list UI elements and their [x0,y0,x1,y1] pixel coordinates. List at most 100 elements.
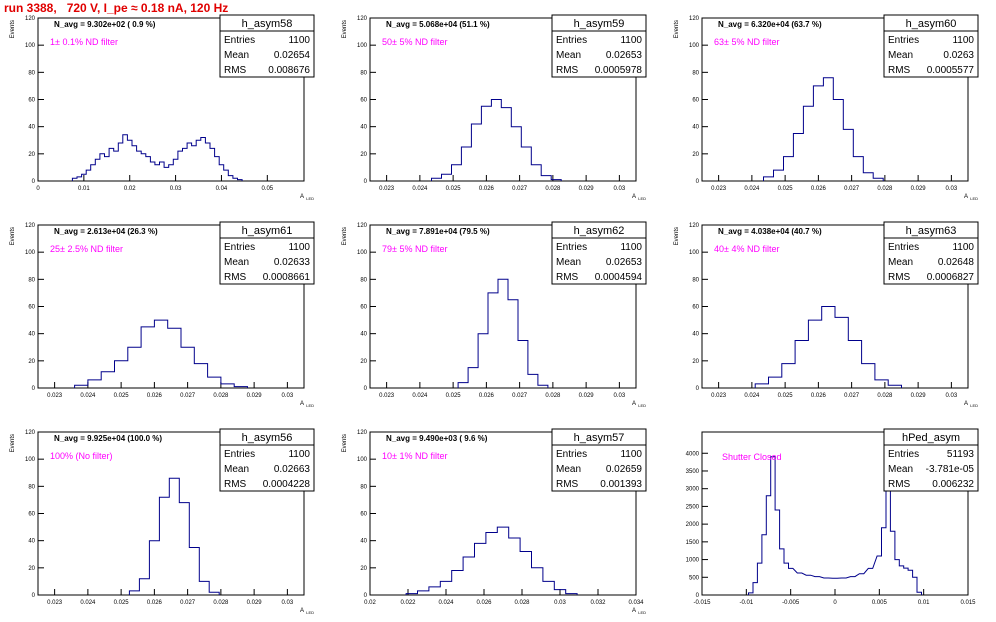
stats-label: Mean [556,257,581,268]
y-tick-label: 120 [357,223,368,229]
y-tick-label: 60 [28,512,35,518]
x-tick-label: 0.034 [628,600,644,606]
stats-box [219,237,315,285]
y-tick-label: 120 [25,430,36,436]
stats-label: Mean [888,464,913,475]
x-axis-label-sub: LED [306,196,314,201]
y-tick-label: 120 [689,16,700,22]
x-tick-label: 0.03 [554,600,566,606]
stats-value: -3.781e-05 [926,464,975,475]
x-tick-label: 0.028 [877,393,893,399]
y-tick-label: 60 [692,305,699,311]
filter-label: 25± 2.5% ND filter [50,244,123,254]
stats-value: 0.0263 [943,50,974,61]
stats-value: 0.02633 [274,257,311,268]
y-tick-label: 0 [32,386,36,392]
y-axis-label: Events [342,227,348,245]
y-tick-label: 40 [360,125,367,131]
y-tick-label: 20 [692,152,699,158]
x-tick-label: 0.03 [170,186,182,192]
stats-label: RMS [888,65,911,76]
stats-value: 0.02659 [606,464,643,475]
stats-value: 0.008676 [268,65,310,76]
filter-label: 100% (No filter) [50,451,113,461]
y-tick-label: 100 [689,43,700,49]
x-tick-label: 0.026 [476,600,492,606]
x-tick-label: 0.025 [446,393,462,399]
x-tick-label: 0.025 [114,600,130,606]
y-tick-label: 60 [28,305,35,311]
stats-label: Entries [556,242,587,253]
x-tick-label: 0.025 [778,186,794,192]
stats-value: 1100 [288,242,310,253]
stats-value: 0.02663 [274,464,311,475]
histogram-line [754,306,902,388]
x-tick-label: 0.01 [918,600,930,606]
y-tick-label: 80 [360,484,367,490]
y-tick-label: 40 [360,332,367,338]
y-tick-label: 20 [28,566,35,572]
x-tick-label: 0.025 [446,186,462,192]
stats-value: 0.02648 [938,257,975,268]
stats-value: 1100 [620,449,642,460]
x-axis-label-sub: LED [970,196,978,201]
n-avg-label: N_avg = 7.891e+04 (79.5 %) [386,227,490,236]
x-tick-label: 0.023 [379,186,395,192]
x-tick-label: 0.03 [614,393,626,399]
x-tick-label: 0.022 [400,600,416,606]
y-axis-label: Events [10,227,16,245]
y-tick-label: 0 [696,179,700,185]
histogram-line [431,99,562,181]
x-tick-label: 0.027 [180,600,196,606]
stats-value: 1100 [288,449,310,460]
y-tick-label: 60 [360,305,367,311]
stats-label: RMS [556,65,579,76]
y-tick-label: 100 [25,457,36,463]
y-tick-label: 20 [28,359,35,365]
x-axis-label: A [300,401,304,407]
y-tick-label: 80 [360,70,367,76]
histogram-line [71,134,243,181]
x-tick-label: 0.028 [514,600,530,606]
y-tick-label: 120 [689,223,700,229]
stats-label: Mean [556,50,581,61]
y-tick-label: 120 [357,430,368,436]
stats-box [219,444,315,492]
stats-value: 0.001393 [600,479,642,490]
y-tick-label: 100 [25,43,36,49]
stats-value: 0.02653 [606,50,643,61]
stats-label: Entries [556,449,587,460]
x-tick-label: 0.03 [946,186,958,192]
y-tick-label: 0 [696,593,700,599]
y-tick-label: 3500 [686,469,700,475]
x-tick-label: 0.02 [124,186,136,192]
stats-value: 0.0004594 [595,272,643,283]
x-axis-label: A [632,194,636,200]
x-tick-label: 0.029 [247,393,263,399]
x-axis-label-sub: LED [638,196,646,201]
y-tick-label: 2500 [686,504,700,510]
x-axis-label: A [632,608,636,614]
x-tick-label: 0.04 [216,186,228,192]
y-tick-label: 120 [357,16,368,22]
stats-title: h_asym61 [242,225,293,237]
histogram-line [763,77,884,181]
y-tick-label: 3000 [686,487,700,493]
x-axis-label-sub: LED [638,403,646,408]
x-tick-label: 0.026 [147,600,163,606]
x-tick-label: 0.025 [778,393,794,399]
y-tick-label: 80 [28,70,35,76]
x-tick-label: 0.05 [261,186,273,192]
y-tick-label: 40 [692,125,699,131]
stats-label: Mean [224,50,249,61]
y-axis-label: Events [10,434,16,452]
stats-label: RMS [556,479,579,490]
y-tick-label: 2000 [686,522,700,528]
stats-value: 0.02653 [606,257,643,268]
x-tick-label: 0.026 [479,393,495,399]
x-tick-label: 0.028 [877,186,893,192]
y-tick-label: 40 [28,125,35,131]
stats-value: 1100 [952,242,974,253]
stats-title: h_asym58 [242,18,293,30]
